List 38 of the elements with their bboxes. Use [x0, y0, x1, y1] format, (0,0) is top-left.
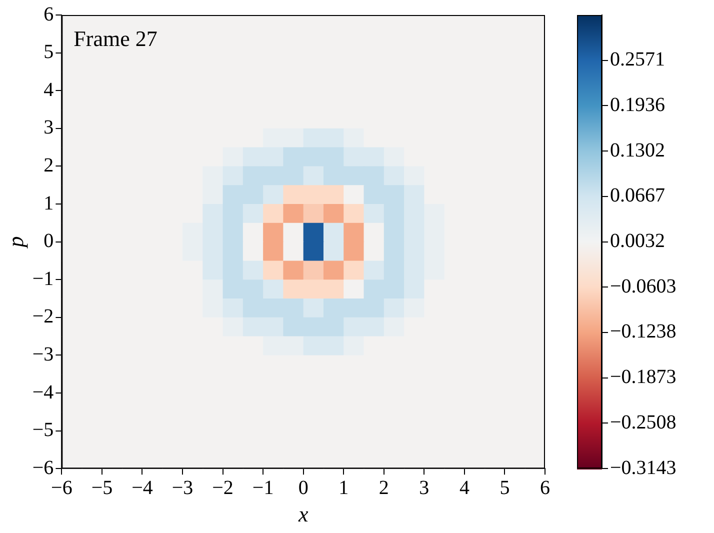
y-axis-title: p	[2, 236, 28, 250]
x-tick-label: 5	[500, 476, 510, 499]
color-bar-label: −0.3143	[610, 456, 676, 479]
y-tick-label: 1	[44, 192, 54, 214]
y-tick-label: −2	[32, 306, 54, 328]
x-tick-label: −3	[172, 476, 194, 499]
x-tick-label: −2	[212, 476, 234, 499]
y-tick-label: −5	[32, 419, 54, 442]
y-tick-label: −1	[32, 268, 54, 290]
x-tick-label: 6	[540, 476, 550, 499]
color-bar-label: 0.1936	[610, 94, 665, 116]
color-bar-label: −0.0603	[610, 275, 676, 298]
color-bar-label: 0.1302	[610, 139, 665, 162]
color-bar-label: 0.0032	[610, 230, 665, 252]
x-tick-label: 2	[378, 476, 389, 499]
color-bar-label: 0.0667	[610, 184, 665, 207]
color-bar-label: −0.2508	[610, 411, 676, 434]
y-tick-label: 4	[44, 78, 54, 101]
color-bar-label: −0.1238	[610, 320, 676, 343]
x-tick-label: −1	[252, 476, 274, 499]
x-axis-title: x	[297, 502, 308, 527]
x-tick-label: −4	[132, 476, 153, 499]
x-tick-label: 0	[298, 476, 308, 499]
x-tick-label: 4	[459, 476, 470, 499]
color-bar-label: 0.2571	[610, 48, 665, 71]
y-tick-label: −4	[32, 381, 54, 404]
color-bar-label: −0.1873	[610, 366, 676, 388]
y-tick-label: 6	[44, 3, 54, 26]
y-tick-label: 3	[44, 116, 54, 139]
x-tick-label: −5	[91, 476, 113, 499]
x-tick-label: 3	[419, 476, 430, 499]
y-tick-label: 2	[44, 154, 54, 176]
annotation: Frame 27	[74, 26, 158, 51]
y-tick-label: 5	[44, 41, 54, 64]
y-tick-label: −6	[32, 456, 54, 479]
x-tick-label: 1	[338, 476, 349, 499]
y-tick-label: −3	[32, 343, 54, 366]
y-tick-label: 0	[44, 230, 54, 252]
